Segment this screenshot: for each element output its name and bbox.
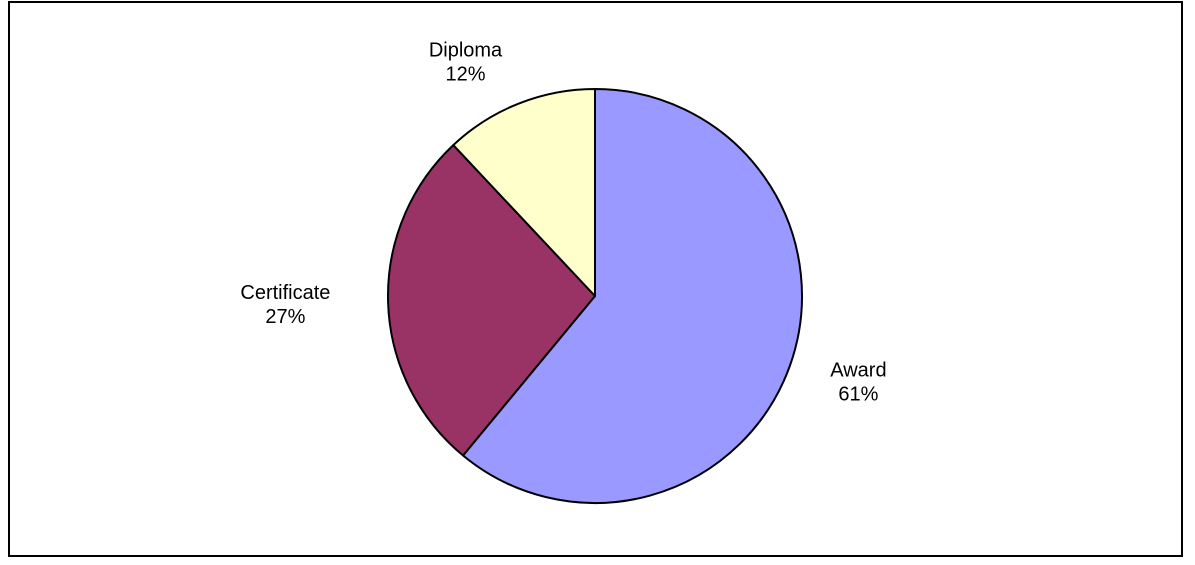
- chart-area: Award 61% Certificate 27% Diploma 12%: [8, 1, 1183, 557]
- slice-category-label: Award: [830, 359, 886, 381]
- slice-label-certificate: Certificate 27%: [240, 282, 330, 328]
- slice-category-label: Certificate: [240, 282, 330, 304]
- slice-category-label: Diploma: [429, 40, 503, 62]
- slice-label-diploma: Diploma 12%: [429, 40, 503, 86]
- slice-percent-label: 12%: [445, 64, 485, 86]
- slice-percent-label: 27%: [265, 306, 305, 328]
- pie-chart: Award 61% Certificate 27% Diploma 12%: [10, 3, 1185, 559]
- pie-slices: [388, 89, 802, 503]
- slice-percent-label: 61%: [838, 383, 878, 405]
- slice-label-award: Award 61%: [830, 359, 886, 405]
